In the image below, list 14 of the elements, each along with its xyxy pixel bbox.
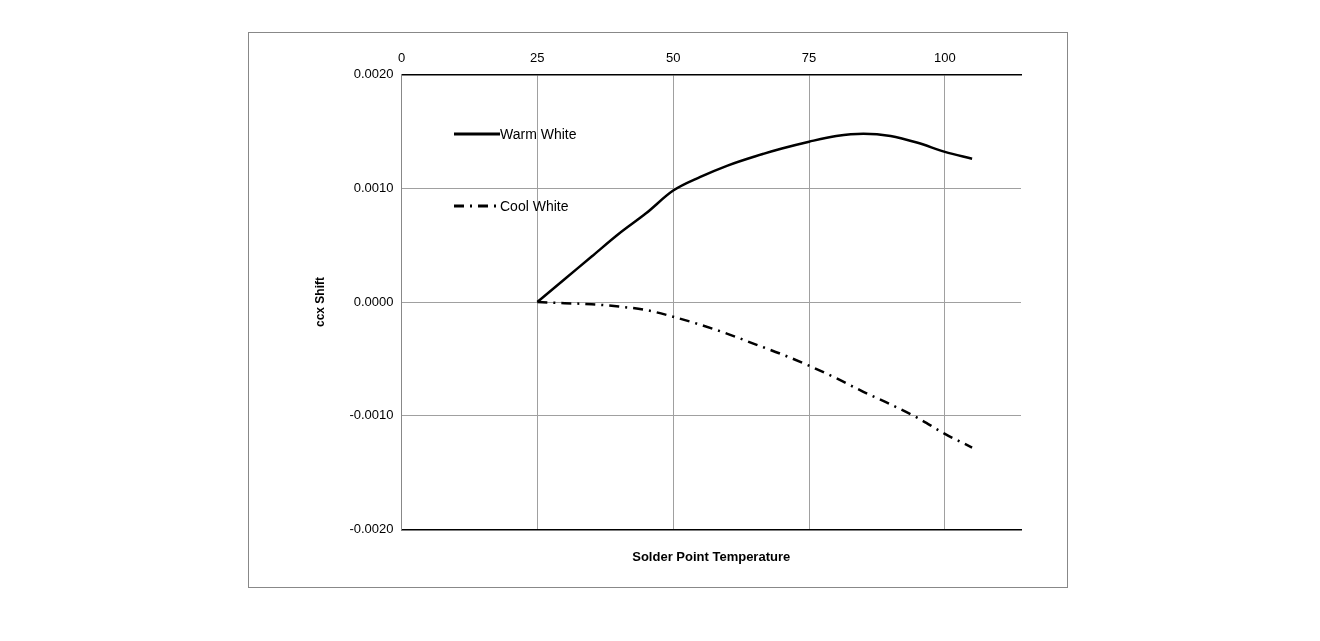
x-tick-label: 100 <box>934 50 956 66</box>
y-tick-label: -0.0010 <box>349 407 394 423</box>
legend-label: Warm White <box>500 126 577 142</box>
legend-label: Cool White <box>500 198 569 214</box>
x-tick-label: 50 <box>665 50 681 66</box>
x-tick-label: 75 <box>801 50 817 66</box>
x-tick-label: 25 <box>530 50 545 66</box>
y-tick-label: -0.0020 <box>349 520 394 536</box>
x-tick-label: 0 <box>397 50 406 66</box>
y-tick-label: 0.0020 <box>353 66 394 82</box>
y-tick-label: 0.0000 <box>353 293 394 309</box>
x-axis-title: Solder Point Temperature <box>632 548 791 564</box>
y-axis-title: ccx Shift <box>312 276 327 328</box>
y-tick-label: 0.0010 <box>353 179 394 195</box>
